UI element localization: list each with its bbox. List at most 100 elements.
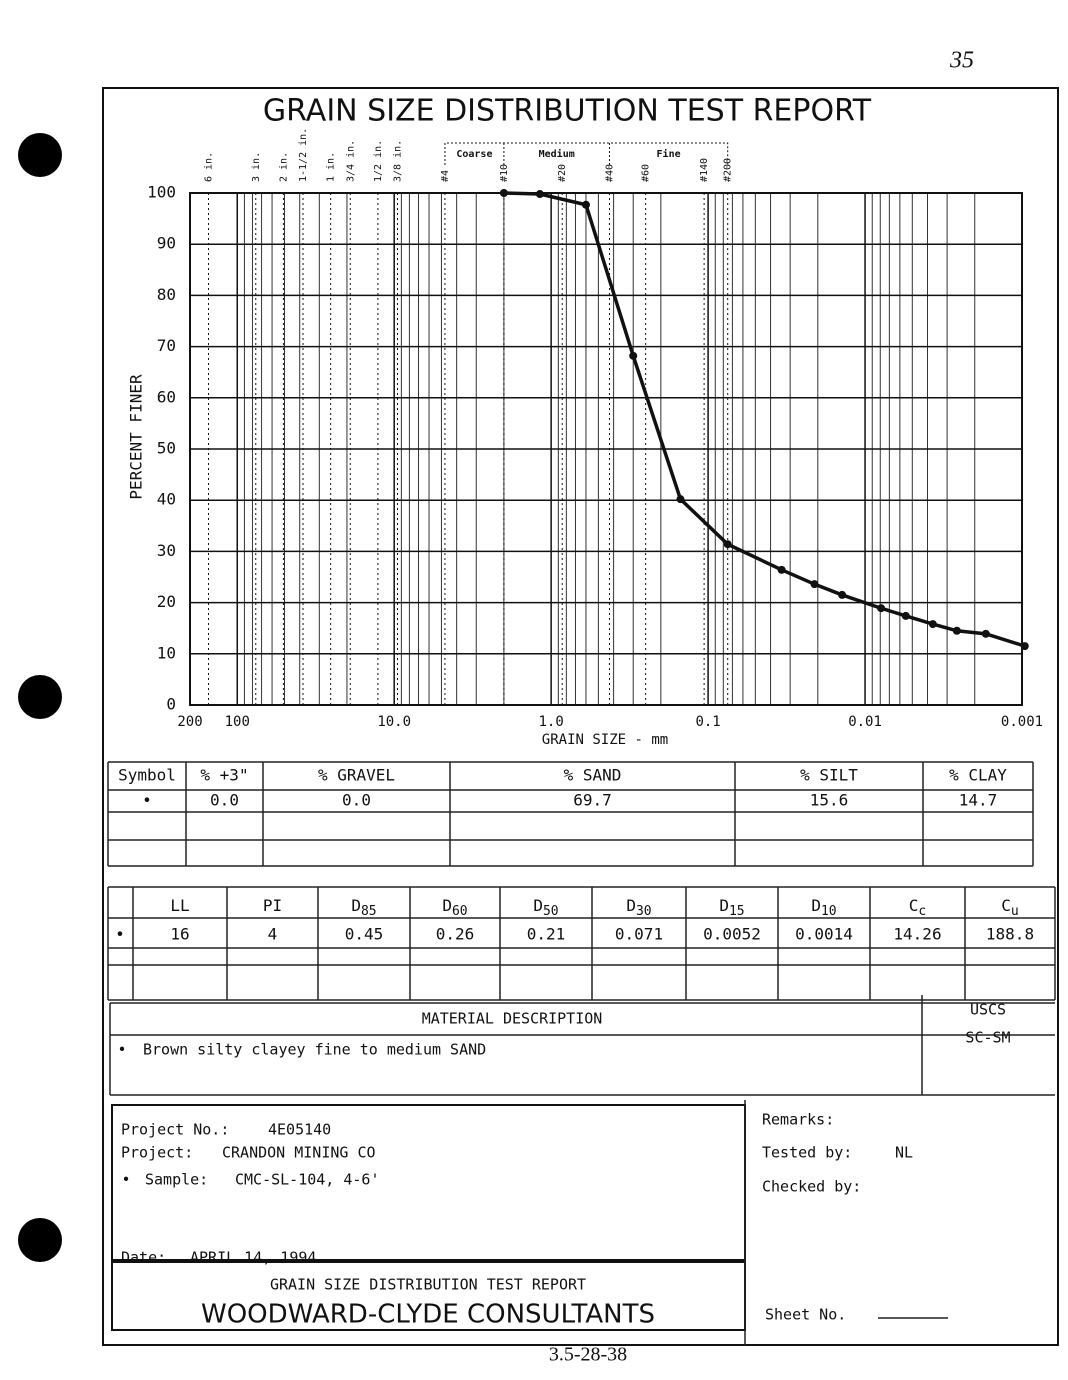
field-value: APRIL 14, 1994 (190, 1249, 316, 1267)
header-subscript: 10 (821, 904, 837, 919)
header-subscript: 15 (729, 904, 745, 919)
plot-frame (189, 192, 1023, 706)
soil-class-label: Coarse (456, 149, 492, 160)
sieve-label: 1-1/2 in. (298, 128, 309, 182)
table-cell: 0.21 (527, 925, 566, 944)
y-axis-label: PERCENT FINER (127, 374, 146, 500)
table-header: % SILT (800, 766, 858, 785)
y-tick-label: 40 (157, 490, 176, 509)
y-tick-label: 100 (147, 183, 176, 202)
x-tick-label: 0.01 (848, 714, 882, 730)
header-text: PI (263, 896, 282, 915)
sieve-label: 3/8 in. (393, 140, 404, 182)
x-tick-label: 100 (225, 714, 250, 730)
punch-hole (18, 1218, 62, 1262)
row-symbol: • (121, 1171, 130, 1189)
sieve-label: 6 in. (204, 152, 215, 182)
table-cell: • (142, 791, 152, 810)
table-header: % CLAY (949, 766, 1007, 785)
sieve-label: #60 (641, 164, 652, 182)
field-value: NL (895, 1144, 913, 1162)
row-symbol: • (115, 925, 125, 944)
x-tick-label: 1.0 (538, 714, 563, 730)
table-header: LL (170, 896, 189, 915)
table-header: PI (263, 896, 282, 915)
sieve-label: #200 (723, 158, 734, 182)
data-point (1020, 642, 1029, 651)
header-subscript: 85 (361, 904, 377, 919)
table-header: D30 (626, 896, 651, 919)
header-text: LL (170, 896, 189, 915)
table-cell: 0.071 (615, 925, 663, 944)
y-tick-label: 70 (157, 336, 176, 355)
soil-class-label: Fine (657, 148, 681, 160)
table-cell: 0.0014 (795, 925, 853, 944)
data-point (928, 620, 937, 629)
y-tick-label: 60 (157, 387, 176, 406)
sieve-label: 2 in. (278, 152, 289, 182)
field-label: Project No.: (121, 1121, 229, 1139)
table-header: D85 (351, 896, 376, 919)
data-point (535, 190, 544, 199)
header-subscript: 60 (452, 904, 468, 919)
punch-hole (18, 133, 62, 177)
data-point (877, 604, 886, 613)
table-header: % +3" (200, 766, 248, 785)
data-point (810, 580, 819, 589)
header-text: D (533, 896, 543, 915)
y-tick-label: 10 (157, 643, 176, 662)
data-point (676, 495, 685, 504)
table-header: D60 (442, 896, 467, 919)
data-point (581, 200, 590, 209)
header-subscript: 50 (543, 904, 559, 919)
field-label: Project: (121, 1144, 193, 1162)
table-header: D10 (811, 896, 836, 919)
field-label: Checked by: (762, 1178, 861, 1196)
chart-title: GRAIN SIZE DISTRIBUTION TEST REPORT (263, 94, 872, 129)
y-tick-label: 50 (157, 439, 176, 458)
data-point (777, 565, 786, 574)
outer-frame (102, 87, 1059, 1346)
punch-hole (18, 675, 62, 719)
data-point (723, 540, 732, 549)
header-subscript: 30 (636, 904, 652, 919)
header-text: C (1001, 896, 1011, 915)
field-label: Tested by: (762, 1144, 852, 1162)
table-header: D50 (533, 896, 558, 919)
y-tick-label: 0 (166, 695, 176, 714)
sieve-label: 1/2 in. (373, 140, 384, 182)
table-header: Cu (1001, 896, 1018, 919)
x-tick-label: 0.1 (695, 714, 720, 730)
field-label: Remarks: (762, 1111, 834, 1129)
table-cell: 0.26 (436, 925, 475, 944)
header-text: D (442, 896, 452, 915)
table-cell: 0.0 (342, 791, 371, 810)
data-point (629, 351, 638, 360)
table-cell: 188.8 (986, 925, 1034, 944)
data-point (952, 626, 961, 635)
table-cell: 14.26 (893, 925, 941, 944)
y-tick-label: 30 (157, 541, 176, 560)
page-number: 35 (949, 48, 974, 74)
header-text: C (909, 896, 919, 915)
x-axis-label: GRAIN SIZE - mm (542, 732, 668, 748)
data-point (981, 629, 990, 638)
field-value: CRANDON MINING CO (222, 1144, 376, 1162)
field-label: Sample: (145, 1171, 208, 1189)
table-cell: 15.6 (810, 791, 849, 810)
table-cell: 0.0052 (703, 925, 761, 944)
table-cell: 0.45 (345, 925, 384, 944)
header-text: D (811, 896, 821, 915)
x-tick-label: 0.001 (1001, 714, 1043, 730)
header-subscript: c (918, 904, 926, 919)
table-cell: 14.7 (959, 791, 998, 810)
field-value: 4E05140 (268, 1121, 331, 1139)
sieve-label: #4 (440, 170, 451, 182)
uscs-header: USCS (970, 1001, 1006, 1019)
table-cell: 0.0 (210, 791, 239, 810)
header-text: D (719, 896, 729, 915)
x-tick-label: 10.0 (377, 714, 411, 730)
sieve-label: #40 (604, 164, 615, 182)
